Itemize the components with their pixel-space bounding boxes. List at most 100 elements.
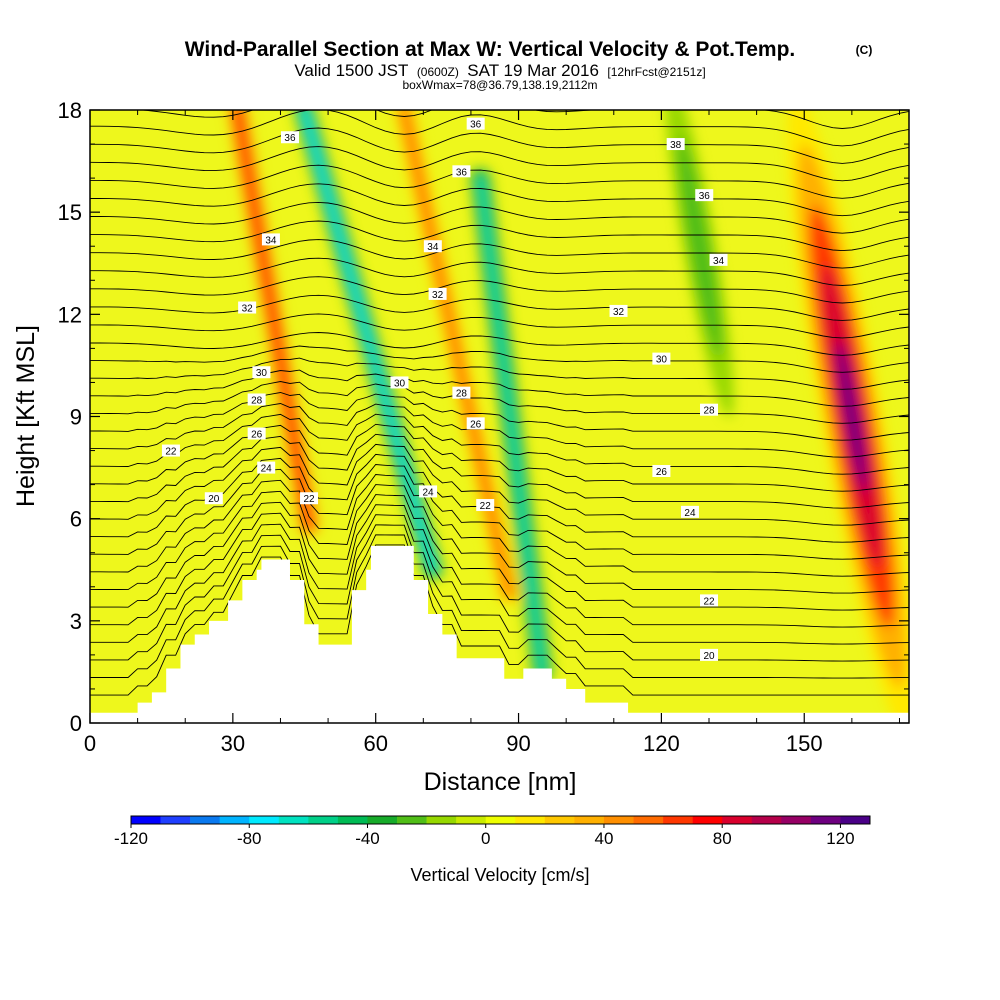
theta-line-11 (90, 433, 909, 509)
colorbar-tick-label-5: 80 (713, 829, 732, 848)
colorbar-label: Vertical Velocity [cm/s] (410, 865, 589, 885)
contour-label-9: 22 (300, 492, 319, 505)
theta-line-16 (90, 381, 909, 424)
x-tick-label-0: 0 (84, 731, 96, 756)
theta-line-32 (90, 110, 909, 147)
contour-label-text: 34 (713, 256, 725, 267)
contour-label-12: 34 (423, 240, 442, 253)
theta-line-3 (90, 514, 909, 645)
colorbar-swatch-11 (456, 816, 487, 824)
velocity-band-0-3 (235, 110, 312, 528)
contour-label-text: 26 (656, 467, 668, 478)
theta-line-17 (90, 369, 909, 407)
contour-label-18: 22 (476, 499, 495, 512)
contour-label-14: 30 (390, 376, 409, 389)
colorbar-tick-label-4: 40 (594, 829, 613, 848)
contour-label-text: 22 (703, 596, 715, 607)
contour-label-text: 20 (703, 651, 715, 662)
contour-label-4: 36 (280, 131, 299, 144)
colorbar-frame (130, 815, 871, 825)
colorbar-swatch-0 (131, 816, 161, 824)
colorbar-swatch-9 (397, 816, 427, 824)
contour-label-27: 22 (700, 594, 719, 607)
contour-label-8: 24 (257, 461, 276, 475)
colorbar-swatch-6 (308, 816, 339, 824)
theta-line-29 (90, 164, 909, 199)
colorbar-swatch-14 (544, 816, 575, 824)
colorbar-tick-label-6: 120 (826, 829, 854, 848)
contour-label-6: 28 (247, 393, 266, 406)
terrain-mask (90, 545, 909, 723)
contour-label-text: 22 (480, 501, 492, 512)
colorbar-tick-label-1: -80 (237, 829, 262, 848)
colorbar-swatch-10 (426, 816, 457, 824)
colorbar-swatch-24 (840, 816, 871, 824)
contour-label-text: 30 (256, 368, 268, 379)
velocity-band-3-3 (478, 175, 545, 675)
y-tick-label-3: 9 (70, 405, 82, 430)
theta-line-4 (90, 504, 909, 628)
contour-label-text: 20 (208, 494, 220, 505)
contour-label-16: 26 (466, 417, 485, 430)
theta-line-31 (90, 127, 909, 164)
theta-line-13 (90, 413, 909, 475)
contour-label-1: 22 (161, 444, 180, 458)
y-tick-label-6: 18 (58, 98, 82, 123)
contour-label-text: 30 (394, 378, 406, 389)
colorbar: -120 -80 -40 0 40 80 120 (114, 815, 871, 848)
x-tick-label-2: 60 (363, 731, 387, 756)
theta-line-18 (90, 357, 909, 390)
contour-label-21: 34 (709, 253, 728, 267)
x-axis-label: Distance [nm] (424, 768, 577, 796)
y-tick-label-4: 12 (58, 302, 82, 327)
contour-label-25: 26 (652, 464, 671, 478)
contour-label-20: 36 (695, 189, 714, 202)
contour-label-2: 32 (238, 301, 257, 315)
theta-line-28 (90, 183, 909, 217)
contour-label-28: 20 (700, 648, 719, 662)
theta-contour-labels: 20 22 32 34 36 30 28 26 24 22 36 36 34 32 30 28 26 24 22 38… (161, 117, 728, 662)
contour-label-15: 28 (452, 386, 471, 400)
contour-label-11: 36 (452, 165, 471, 178)
colorbar-swatch-3 (219, 816, 250, 824)
x-tick-label-3: 90 (506, 731, 530, 756)
colorbar-swatch-23 (810, 816, 841, 824)
contour-label-text: 22 (165, 447, 177, 458)
y-axis-label: Height [Kft MSL] (12, 325, 40, 507)
contour-label-text: 36 (699, 191, 711, 202)
colorbar-swatch-21 (751, 816, 782, 824)
contour-label-22: 32 (609, 304, 628, 318)
colorbar-swatch-20 (722, 816, 753, 824)
theta-line-0 (90, 544, 909, 696)
theta-line-21 (90, 313, 909, 339)
contour-label-19: 38 (666, 138, 685, 151)
contour-label-text: 24 (684, 508, 696, 519)
colorbar-tick-label-3: 0 (481, 829, 490, 848)
contour-label-text: 38 (670, 140, 682, 151)
plot-area: 20 22 32 34 36 30 28 26 24 22 36 36 34 32 30 28 26 24 22 38… (90, 110, 909, 723)
colorbar-swatch-19 (692, 816, 723, 824)
y-tick-label-5: 15 (58, 200, 82, 225)
y-tick-label-1: 3 (70, 609, 82, 634)
valid-date: SAT 19 Mar 2016 (467, 61, 599, 80)
contour-label-text: 28 (703, 406, 715, 417)
velocity-band-1-3 (301, 110, 436, 573)
velocity-field (226, 110, 909, 723)
colorbar-swatch-7 (337, 816, 368, 824)
contour-label-text: 22 (303, 494, 315, 505)
colorbar-swatch-18 (663, 816, 693, 824)
contour-label-text: 36 (470, 120, 482, 131)
title-mark: (C) (856, 43, 873, 57)
x-tick-label-5: 150 (786, 731, 823, 756)
theta-line-20 (90, 332, 909, 356)
contour-label-text: 24 (261, 464, 273, 475)
theta-line-33 (138, 110, 909, 129)
theta-line-23 (90, 276, 909, 304)
contour-label-text: 34 (265, 235, 277, 246)
contour-label-17: 24 (419, 485, 438, 498)
theta-line-9 (90, 453, 909, 543)
contour-label-text: 36 (284, 133, 296, 144)
contour-label-23: 30 (652, 352, 671, 366)
